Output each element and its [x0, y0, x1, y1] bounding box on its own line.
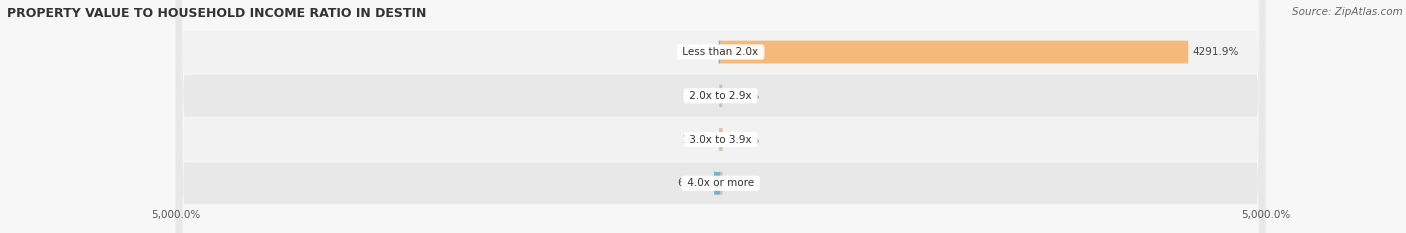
FancyBboxPatch shape — [176, 0, 1265, 233]
Text: 18.6%: 18.6% — [727, 134, 761, 144]
Text: 15.1%: 15.1% — [727, 91, 759, 101]
Text: 3.0x to 3.9x: 3.0x to 3.9x — [686, 134, 755, 144]
Text: 10.2%: 10.2% — [682, 134, 716, 144]
FancyBboxPatch shape — [721, 128, 723, 151]
FancyBboxPatch shape — [714, 172, 721, 195]
FancyBboxPatch shape — [718, 41, 721, 63]
Text: 17.7%: 17.7% — [727, 178, 761, 188]
Text: Source: ZipAtlas.com: Source: ZipAtlas.com — [1292, 7, 1403, 17]
Text: 60.0%: 60.0% — [676, 178, 710, 188]
FancyBboxPatch shape — [721, 84, 723, 107]
Text: PROPERTY VALUE TO HOUSEHOLD INCOME RATIO IN DESTIN: PROPERTY VALUE TO HOUSEHOLD INCOME RATIO… — [7, 7, 426, 20]
Text: 2.0x to 2.9x: 2.0x to 2.9x — [686, 91, 755, 101]
FancyBboxPatch shape — [176, 0, 1265, 233]
FancyBboxPatch shape — [176, 0, 1265, 233]
FancyBboxPatch shape — [721, 172, 723, 195]
FancyBboxPatch shape — [721, 41, 1188, 63]
Text: 18.0%: 18.0% — [682, 47, 714, 57]
Text: 8.8%: 8.8% — [689, 91, 716, 101]
FancyBboxPatch shape — [176, 0, 1265, 233]
Text: 4.0x or more: 4.0x or more — [683, 178, 758, 188]
Text: Less than 2.0x: Less than 2.0x — [679, 47, 762, 57]
Text: 4291.9%: 4291.9% — [1192, 47, 1239, 57]
